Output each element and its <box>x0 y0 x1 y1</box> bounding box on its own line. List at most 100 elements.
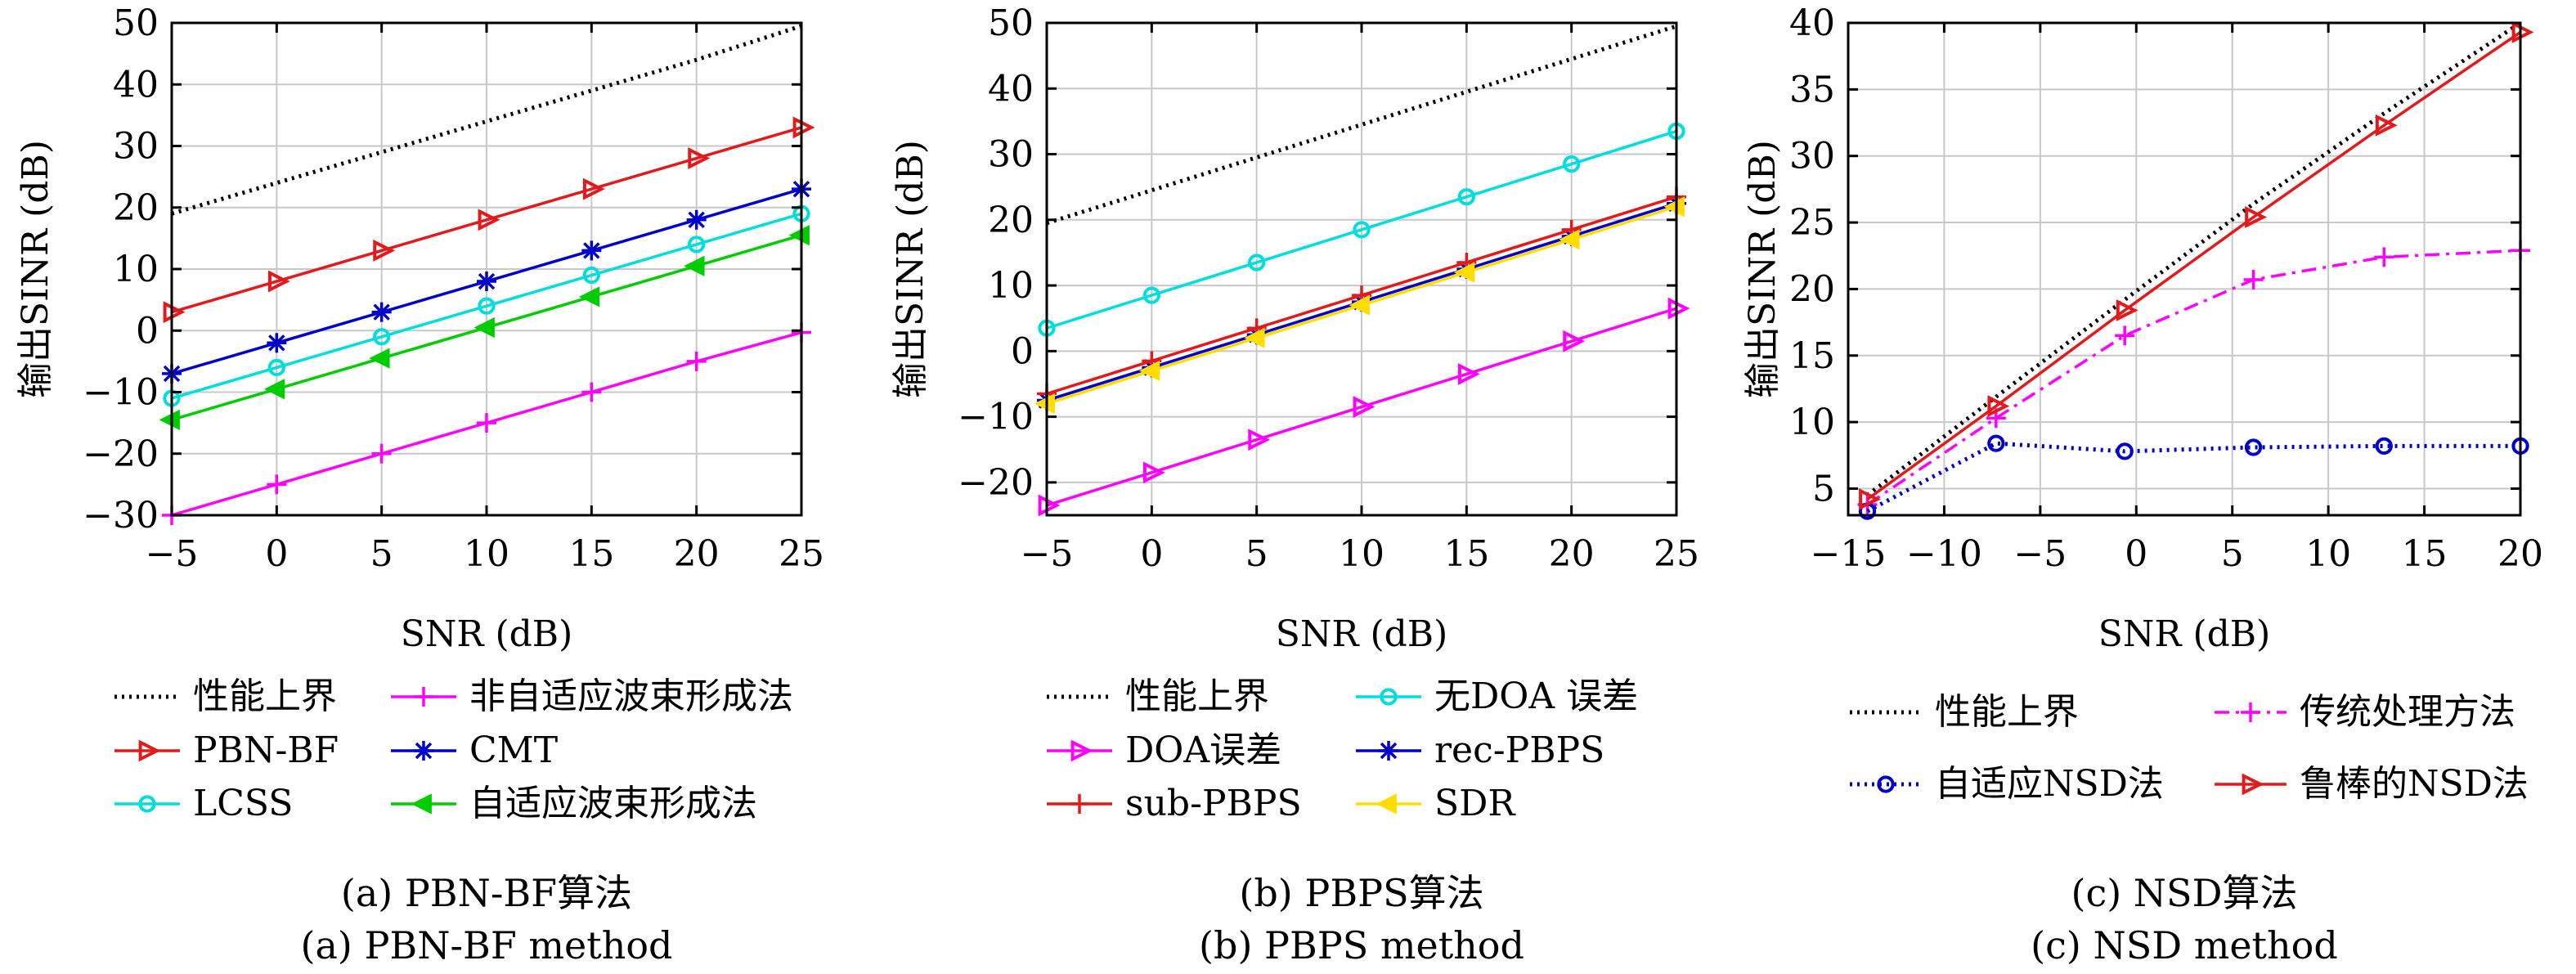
series-1 <box>171 24 802 216</box>
data-point-marker <box>1142 286 1160 304</box>
data-point-marker <box>686 209 707 230</box>
legend-label: rec-PBPS <box>1434 729 1604 771</box>
y-tick-label: −20 <box>958 462 1034 504</box>
data-point-marker <box>2243 270 2264 290</box>
caption-en: (a) PBN-BF method <box>301 923 673 967</box>
legend-label: CMT <box>469 729 558 771</box>
y-tick-label: 40 <box>1789 2 1835 44</box>
data-point-marker <box>1138 360 1160 382</box>
legend-label: 传统处理方法 <box>2300 691 2515 733</box>
data-point-marker <box>2242 773 2264 796</box>
data-point-marker <box>1038 494 1061 517</box>
caption-cn: (c) NSD算法 <box>2071 871 2298 915</box>
x-tick-label: 10 <box>464 533 509 575</box>
data-point-marker <box>267 358 285 377</box>
legend-label: LCSS <box>193 783 293 824</box>
data-point-marker <box>263 379 285 400</box>
data-point-marker <box>582 177 605 200</box>
y-tick-label: 50 <box>988 2 1034 44</box>
y-tick-label: 30 <box>113 126 159 168</box>
legend-item: rec-PBPS <box>1356 729 1604 771</box>
data-point-marker <box>1987 434 2005 452</box>
data-point-marker <box>1563 330 1586 352</box>
y-tick-label: 50 <box>113 2 159 44</box>
x-axis-label: SNR (dB) <box>2098 613 2271 655</box>
caption-en: (c) NSD method <box>2031 923 2338 967</box>
legend-item: 性能上界 <box>1850 691 2079 733</box>
data-point-marker <box>2375 437 2393 456</box>
caption-en: (b) PBPS method <box>1199 923 1524 967</box>
data-point-marker <box>478 297 496 315</box>
data-point-marker <box>1379 741 1398 761</box>
y-axis-label: 输出SINR (dB) <box>890 140 931 398</box>
data-point-marker <box>267 333 287 353</box>
legend-label: 自适应NSD法 <box>1935 763 2164 805</box>
data-point-marker <box>2116 299 2138 321</box>
data-point-marker <box>2245 206 2268 228</box>
data-point-marker <box>1034 393 1055 415</box>
series-line <box>1866 30 2521 500</box>
x-tick-label: −15 <box>1811 533 1887 575</box>
data-point-marker <box>1563 155 1581 173</box>
series-line <box>171 212 802 400</box>
y-tick-label: 15 <box>1789 335 1835 377</box>
data-point-marker <box>373 239 396 262</box>
series-3 <box>1038 297 1690 517</box>
series-line <box>171 126 802 314</box>
data-point-marker <box>684 255 705 276</box>
legend-item: 非自适应波束形成法 <box>391 676 793 717</box>
x-tick-label: 20 <box>1549 533 1595 575</box>
x-tick-label: 10 <box>1339 533 1384 575</box>
y-tick-label: 30 <box>988 134 1034 176</box>
data-point-marker <box>1559 229 1580 250</box>
data-point-marker <box>1380 688 1398 706</box>
series-line <box>171 24 802 216</box>
series-line <box>1866 441 2520 514</box>
legend-item: 自适应NSD法 <box>1850 763 2164 805</box>
data-point-marker <box>1663 196 1685 218</box>
legend-label: DOA误差 <box>1125 729 1281 771</box>
legend-item: 性能上界 <box>114 676 337 717</box>
legend-item: CMT <box>391 729 558 771</box>
legend-item: LCSS <box>114 783 293 824</box>
chart-panel-2: −5 0 5 10 15 20 25 −20 −10 0 10 20 30 40 50 SNR (dB) 输出S… <box>890 2 1699 967</box>
data-point-marker <box>788 224 810 246</box>
y-axis-label: 输出SINR (dB) <box>1742 140 1784 398</box>
x-tick-label: 5 <box>1245 533 1268 575</box>
legend-label: 无DOA 误差 <box>1434 676 1638 717</box>
data-point-marker <box>1244 327 1265 348</box>
data-point-marker <box>478 209 500 231</box>
y-tick-label: −20 <box>83 433 159 475</box>
data-point-marker <box>581 240 602 261</box>
series-line <box>1046 129 1677 330</box>
x-tick-label: 5 <box>2221 533 2244 575</box>
legend-item: DOA误差 <box>1047 729 1281 771</box>
data-point-marker <box>371 443 392 464</box>
y-tick-label: −10 <box>83 372 159 414</box>
legend-label: 性能上界 <box>1125 676 1269 717</box>
y-tick-label: 35 <box>1789 69 1835 110</box>
series-2 <box>1857 240 2530 514</box>
data-point-marker <box>1987 395 2010 418</box>
x-tick-label: 10 <box>2305 533 2351 575</box>
data-point-marker <box>1877 775 1895 793</box>
series-3 <box>1858 434 2529 520</box>
legend-item: sub-PBPS <box>1047 783 1302 824</box>
data-point-marker <box>477 272 496 292</box>
x-tick-label: 25 <box>779 533 824 575</box>
data-point-marker <box>1349 294 1370 316</box>
y-tick-label: −30 <box>83 495 159 536</box>
data-point-marker <box>1859 488 1881 510</box>
legend-label: 自适应波束形成法 <box>469 783 757 824</box>
data-point-marker <box>2374 247 2394 267</box>
y-tick-label: 10 <box>988 265 1034 307</box>
chart-panel-3: −15 −10 −5 0 5 10 15 20 5 10 15 20 25 30 35 40 SNR (dB) 输… <box>1742 2 2543 967</box>
y-tick-label: 10 <box>1789 402 1835 443</box>
data-point-marker <box>473 316 495 339</box>
data-point-marker <box>267 474 287 495</box>
data-point-marker <box>2375 114 2398 137</box>
y-tick-label: 5 <box>1812 468 1835 509</box>
data-point-marker <box>414 687 433 707</box>
data-point-marker <box>688 147 711 169</box>
